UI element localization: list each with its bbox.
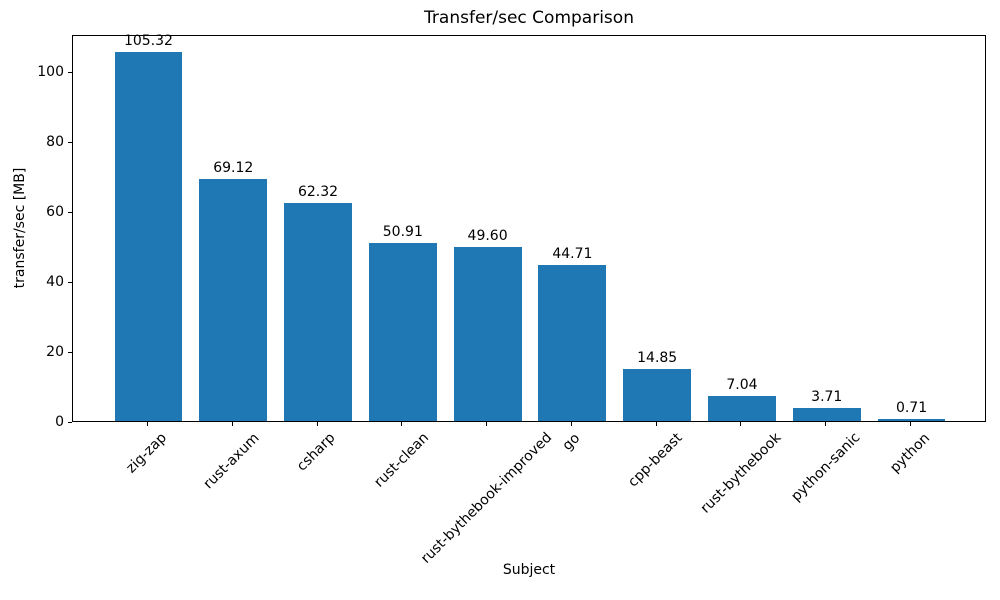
bar bbox=[199, 179, 268, 421]
x-tick-mark bbox=[316, 422, 318, 426]
x-tick-label: rust-bythebook bbox=[697, 429, 784, 517]
y-axis-label: transfer/sec [MB] bbox=[12, 167, 28, 289]
y-tick-mark bbox=[68, 351, 72, 353]
x-tick-mark bbox=[910, 422, 912, 426]
chart-title: Transfer/sec Comparison bbox=[424, 8, 634, 28]
y-tick-mark bbox=[68, 281, 72, 283]
x-tick-mark bbox=[740, 422, 742, 426]
x-axis-label: Subject bbox=[502, 562, 556, 578]
y-tick-label: 40 bbox=[46, 274, 64, 291]
x-tick-mark bbox=[401, 422, 403, 426]
x-tick-label: rust-axum bbox=[200, 429, 263, 493]
bar bbox=[877, 418, 946, 421]
x-tick-mark bbox=[655, 422, 657, 426]
y-tick-mark bbox=[68, 71, 72, 73]
y-tick-mark bbox=[68, 141, 72, 143]
bar bbox=[538, 264, 607, 421]
bar-value-label: 105.32 bbox=[123, 33, 173, 50]
bar-value-label: 62.32 bbox=[297, 183, 339, 200]
bar-value-label: 7.04 bbox=[726, 377, 758, 394]
x-tick-label: rust-bythebook-improved bbox=[417, 429, 555, 568]
bar-value-label: 50.91 bbox=[382, 223, 423, 240]
bar bbox=[368, 242, 437, 421]
y-tick-label: 100 bbox=[37, 64, 64, 81]
bar-value-label: 49.60 bbox=[467, 228, 508, 245]
bar bbox=[114, 52, 183, 421]
x-tick-label: python bbox=[887, 429, 934, 476]
bar bbox=[792, 408, 861, 421]
bar bbox=[623, 369, 692, 421]
bar-value-label: 14.85 bbox=[637, 350, 678, 367]
x-tick-label: csharp bbox=[294, 429, 339, 475]
x-tick-mark bbox=[825, 422, 827, 426]
bar-value-label: 44.71 bbox=[552, 245, 593, 262]
x-tick-mark bbox=[570, 422, 572, 426]
x-tick-mark bbox=[146, 422, 148, 426]
x-tick-mark bbox=[231, 422, 233, 426]
bar-value-label: 69.12 bbox=[213, 160, 254, 177]
x-tick-label: python-sanic bbox=[787, 429, 863, 506]
y-tick-mark bbox=[68, 421, 72, 423]
bar bbox=[708, 396, 776, 421]
x-tick-mark bbox=[486, 422, 488, 426]
y-tick-label: 60 bbox=[46, 204, 64, 221]
bar-value-label: 0.71 bbox=[895, 399, 928, 416]
y-tick-label: 80 bbox=[46, 134, 64, 151]
x-tick-label: go bbox=[559, 429, 583, 454]
bar-value-label: 3.71 bbox=[811, 389, 843, 406]
bar bbox=[284, 202, 352, 421]
bar bbox=[453, 247, 522, 421]
x-tick-label: rust-clean bbox=[371, 429, 432, 491]
x-tick-label: zig-zap bbox=[123, 429, 171, 477]
x-tick-label: cpp-beast bbox=[625, 429, 687, 491]
y-tick-label: 0 bbox=[55, 414, 64, 430]
y-tick-label: 20 bbox=[46, 344, 64, 360]
plot-area: 105.32 69.12 62.32 50.91 49.60 44.71 14.85 7.04… bbox=[72, 33, 986, 422]
y-tick-mark bbox=[68, 211, 72, 213]
